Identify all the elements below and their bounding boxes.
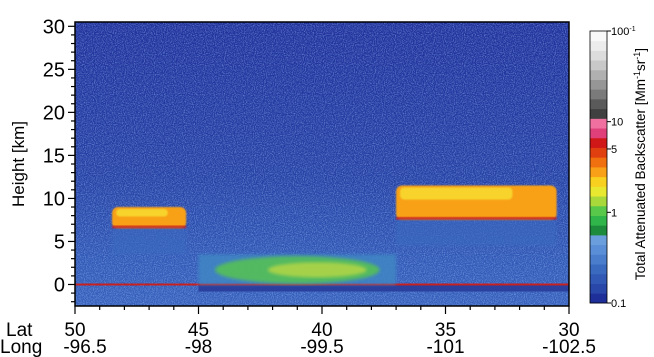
colorbar-swatch <box>590 79 607 90</box>
feature-cloud-left-edge <box>112 225 187 229</box>
colorbar: 100-1 10 5 1 0.1 <box>589 26 636 310</box>
feature-cloud-right-shadow <box>396 219 557 246</box>
x-tick-label-long: -98 <box>185 337 212 357</box>
feature-cloud-right-top <box>400 187 513 200</box>
x-tick-label-long: -102.5 <box>542 337 596 357</box>
colorbar-swatch <box>590 167 607 178</box>
colorbar-swatch <box>590 99 607 110</box>
colorbar-swatch <box>590 50 607 61</box>
x-tick-label-lat: 45 <box>188 320 209 341</box>
feature-cloud-left-shadow <box>112 228 187 255</box>
colorbar-swatch <box>590 118 607 129</box>
colorbar-swatch <box>590 137 607 148</box>
y-tick-label: 10 <box>43 188 65 210</box>
y-tick-label: 20 <box>43 102 65 124</box>
colorbar-swatch <box>590 235 607 246</box>
x-row-label-lat: Lat <box>6 320 33 341</box>
colorbar-swatch <box>590 31 607 42</box>
colorbar-swatch <box>590 60 607 71</box>
colorbar-swatch <box>590 273 607 284</box>
colorbar-tick-label: 1 <box>611 207 617 219</box>
colorbar-tick-label: 100-1 <box>611 26 636 38</box>
colorbar-swatch <box>590 215 607 226</box>
y-tick-label: 5 <box>54 231 65 253</box>
y-axis: 0 5 10 15 20 25 30 <box>43 16 75 303</box>
colorbar-tick-label: 5 <box>611 144 617 156</box>
x-tick-label-long: -96.5 <box>63 337 106 357</box>
colorbar-swatch <box>590 196 607 207</box>
colorbar-tick-label: 10 <box>611 117 623 129</box>
x-tick-label-long: -99.5 <box>300 337 343 357</box>
x-tick-label-lat: 35 <box>435 320 456 341</box>
x-tick-label-long: -101 <box>426 337 464 357</box>
x-tick-label-lat: 30 <box>558 320 579 341</box>
colorbar-swatch <box>590 176 607 187</box>
colorbar-frame <box>589 30 608 304</box>
colorbar-swatch <box>590 264 607 275</box>
colorbar-swatch <box>590 186 607 197</box>
colorbar-swatch <box>590 205 607 216</box>
feature-cloud-right-edge <box>396 216 557 220</box>
colorbar-swatch <box>590 225 607 236</box>
plot-area <box>75 22 569 306</box>
colorbar-swatch <box>590 40 607 51</box>
y-tick-label: 15 <box>43 145 65 167</box>
colorbar-swatch <box>590 244 607 255</box>
y-tick-label: 25 <box>43 59 65 81</box>
colorbar-swatch <box>590 293 607 304</box>
colorbar-tick-label: 0.1 <box>611 298 626 310</box>
colorbar-swatch <box>590 283 607 294</box>
y-axis-label: Height [km] <box>9 121 28 207</box>
colorbar-swatch <box>590 128 607 139</box>
x-axis: 50-96.5 45-98 40-99.5 35-101 30-102.5 <box>63 306 596 357</box>
colorbar-swatch <box>590 69 607 80</box>
colorbar-label: Total Attenuated Backscatter [Mm-1sr-1] <box>632 48 648 280</box>
colorbar-swatch <box>590 108 607 119</box>
x-row-label-long: Long <box>0 337 42 357</box>
feature-boundary-layer-core <box>267 262 367 278</box>
feature-cloud-left-top <box>116 209 168 217</box>
feature-layer <box>75 185 569 292</box>
y-tick-label: 0 <box>54 274 65 296</box>
y-tick-label: 30 <box>43 16 65 38</box>
colorbar-swatch <box>590 89 607 100</box>
colorbar-swatch <box>590 254 607 265</box>
colorbar-swatch <box>590 157 607 168</box>
colorbar-swatch <box>590 147 607 158</box>
feature-ground <box>198 285 569 292</box>
x-tick-label-lat: 40 <box>311 320 332 341</box>
x-tick-label-lat: 50 <box>64 320 85 341</box>
